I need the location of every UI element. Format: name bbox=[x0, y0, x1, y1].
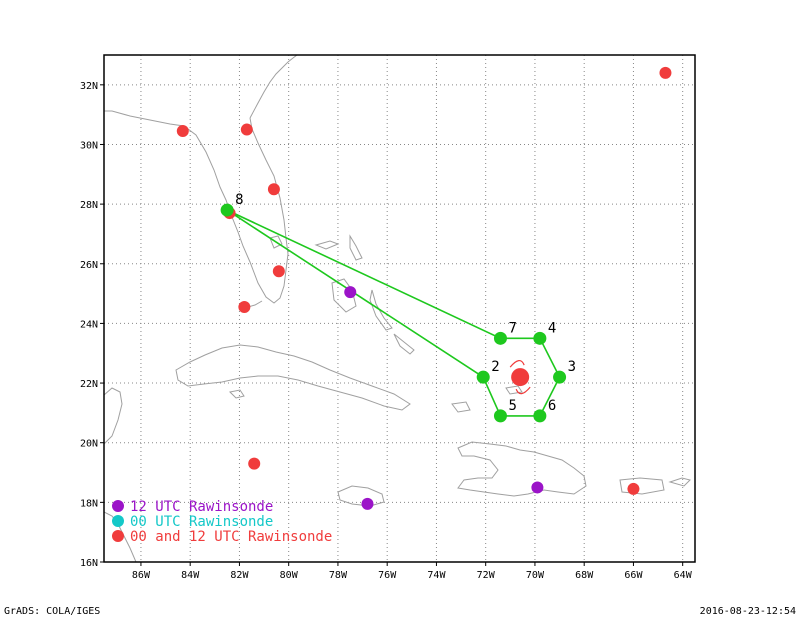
flight-point-label: 2 bbox=[491, 359, 499, 375]
graticule bbox=[104, 55, 695, 562]
yucatan bbox=[104, 387, 123, 445]
flight-point-label: 8 bbox=[235, 192, 243, 208]
lake-okeechobee bbox=[269, 235, 283, 249]
tick-label-lat: 30N bbox=[80, 140, 98, 151]
bahamas-exuma bbox=[393, 333, 415, 355]
tick-label-lat: 26N bbox=[80, 260, 98, 271]
rawinsonde-station-00and12 bbox=[627, 482, 640, 495]
map-background bbox=[104, 55, 695, 562]
flight-point-2 bbox=[476, 370, 490, 384]
bahamas-eleuthera bbox=[369, 289, 393, 331]
tick-label-lon: 66W bbox=[624, 570, 643, 581]
bahamas-grand bbox=[314, 240, 340, 250]
legend-marker bbox=[112, 530, 124, 542]
flight-points: 8 7 4 2 3 5 6 bbox=[220, 192, 576, 423]
rawinsonde-station-12 bbox=[531, 481, 544, 494]
tick-label-lat: 28N bbox=[80, 200, 98, 211]
tick-label-lon: 78W bbox=[329, 570, 348, 581]
coastlines bbox=[104, 55, 691, 562]
isla-juventud bbox=[228, 389, 245, 399]
map-frame bbox=[103, 54, 696, 563]
flight-path bbox=[226, 209, 561, 417]
flight-point-6 bbox=[533, 409, 547, 423]
virgin-islands bbox=[668, 477, 691, 487]
bahamas-inagua bbox=[451, 401, 471, 413]
storm-swirl-upper bbox=[509, 359, 525, 368]
storm-center bbox=[509, 359, 531, 395]
rawinsonde-station-00and12 bbox=[238, 301, 251, 314]
tick-label-lon: 68W bbox=[575, 570, 594, 581]
rawinsonde-station-00and12 bbox=[176, 125, 189, 138]
turks-caicos bbox=[505, 385, 523, 395]
tick-label-lon: 64W bbox=[674, 570, 693, 581]
flight-point-label: 3 bbox=[568, 359, 576, 375]
flight-point-label: 7 bbox=[508, 320, 516, 336]
rawinsonde-station-12 bbox=[344, 286, 357, 299]
rawinsonde-station-12 bbox=[361, 497, 374, 510]
flight-point-5 bbox=[493, 409, 507, 423]
tick-label-lat: 32N bbox=[80, 81, 98, 92]
flight-point-label: 6 bbox=[548, 398, 556, 414]
footer-left: GrADS: COLA/IGES bbox=[4, 606, 100, 617]
tick-label-lat: 16N bbox=[80, 558, 98, 569]
tick-label-lon: 80W bbox=[280, 570, 299, 581]
central-america bbox=[104, 511, 137, 562]
flight-point-8 bbox=[220, 203, 234, 217]
tick-label-lat: 22N bbox=[80, 379, 98, 390]
storm-center-marker bbox=[511, 368, 530, 387]
tick-label-lon: 74W bbox=[427, 570, 446, 581]
flight-point-4 bbox=[533, 331, 547, 345]
rawinsonde-station-00and12 bbox=[659, 66, 672, 79]
tick-label-lon: 72W bbox=[477, 570, 496, 581]
flight-track-line bbox=[226, 209, 561, 417]
bahamas-abaco bbox=[349, 234, 363, 261]
footer-right: 2016-08-23-12:54 bbox=[700, 606, 796, 617]
flight-point-label: 4 bbox=[548, 320, 556, 336]
legend-marker bbox=[112, 515, 124, 527]
tick-label-lat: 18N bbox=[80, 498, 98, 509]
rawinsonde-station-00and12 bbox=[272, 265, 285, 278]
storm-swirl-lower bbox=[515, 386, 531, 395]
tick-label-lon: 86W bbox=[132, 570, 151, 581]
flight-point-3 bbox=[553, 370, 567, 384]
legend-label: 12 UTC Rawinsonde bbox=[130, 499, 273, 515]
legend-label: 00 UTC Rawinsonde bbox=[130, 514, 273, 530]
rawinsonde-station-00and12 bbox=[240, 123, 253, 136]
jamaica bbox=[337, 485, 385, 507]
legend-marker bbox=[112, 500, 124, 512]
axis-ticks: 86W 84W 82W 80W 78W 76W 74W 72W 70W 68W 66W 64W 16N 1… bbox=[80, 81, 693, 581]
flight-point-7 bbox=[493, 331, 507, 345]
tick-label-lat: 20N bbox=[80, 439, 98, 450]
tick-label-lat: 24N bbox=[80, 319, 98, 330]
us-east-coast bbox=[249, 55, 298, 119]
tick-label-lon: 84W bbox=[181, 570, 200, 581]
legend-label: 00 and 12 UTC Rawinsonde bbox=[130, 529, 332, 545]
cuba bbox=[175, 344, 411, 411]
puerto-rico bbox=[619, 477, 665, 495]
flight-point-label: 5 bbox=[508, 398, 516, 414]
rawinsonde-station-00and12 bbox=[267, 183, 280, 196]
tick-label-lon: 82W bbox=[230, 570, 249, 581]
bahamas-andros bbox=[331, 278, 357, 313]
tick-label-lon: 76W bbox=[378, 570, 397, 581]
rawinsonde-station-00and12 bbox=[248, 457, 261, 470]
tick-label-lon: 70W bbox=[526, 570, 545, 581]
